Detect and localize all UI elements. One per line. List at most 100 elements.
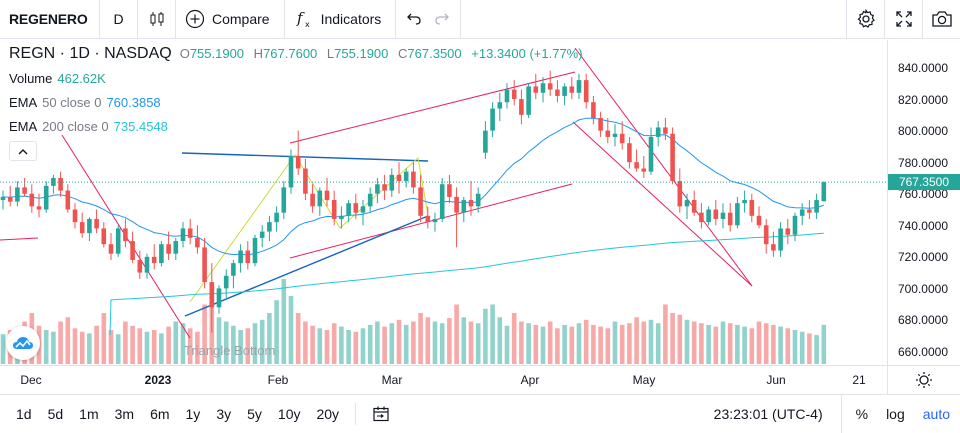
- time-tick: 2023: [144, 373, 172, 387]
- volume-bar: [706, 324, 711, 364]
- calendar-icon: [373, 406, 389, 422]
- candle-body: [245, 250, 251, 264]
- symbol-search[interactable]: REGENERO: [0, 0, 100, 39]
- percent-scale-button[interactable]: %: [855, 406, 869, 422]
- snapshot-button[interactable]: [922, 0, 960, 39]
- range-1d-button[interactable]: 1d: [16, 406, 32, 422]
- candle: [87, 217, 92, 242]
- candle: [677, 168, 683, 213]
- plus-circle-icon: [185, 9, 205, 29]
- candle: [353, 193, 359, 219]
- candle-body: [274, 212, 279, 223]
- candle: [180, 222, 186, 248]
- price-tick: 840.0000: [897, 60, 948, 75]
- candle-body: [310, 193, 315, 207]
- settings-button[interactable]: [846, 0, 884, 39]
- go-to-date-button[interactable]: [364, 402, 398, 426]
- candle-body: [569, 86, 575, 93]
- candle: [295, 130, 301, 175]
- candle: [468, 181, 474, 216]
- volume-bar: [461, 317, 467, 364]
- volume-bar: [79, 331, 85, 364]
- time-axis[interactable]: Dec 2023 Feb Mar Apr May Jun 21: [0, 365, 960, 394]
- interval-button[interactable]: D: [100, 0, 138, 39]
- price-axis[interactable]: 840.0000 820.0000 800.0000 780.0000 760.…: [887, 40, 960, 365]
- candle: [807, 200, 812, 219]
- svg-text:x: x: [305, 20, 310, 29]
- compare-button[interactable]: Compare: [176, 0, 285, 39]
- volume-bar: [497, 317, 503, 364]
- candle: [389, 168, 395, 197]
- fullscreen-button[interactable]: [884, 0, 922, 39]
- range-20y-button[interactable]: 20y: [316, 406, 340, 422]
- log-scale-button[interactable]: log: [886, 406, 905, 422]
- candle: [65, 184, 71, 213]
- range-6m-button[interactable]: 6m: [150, 406, 170, 422]
- candle-body: [591, 102, 596, 118]
- candle-body: [231, 263, 236, 276]
- legend-collapse-button[interactable]: [9, 141, 37, 161]
- volume-bar: [778, 326, 783, 364]
- candle: [281, 181, 287, 219]
- candle: [259, 225, 265, 248]
- volume-bar: [519, 321, 524, 364]
- ohlc-close-value: 767.3500: [407, 46, 462, 61]
- price-tick: 700.0000: [897, 281, 948, 296]
- auto-scale-button[interactable]: auto: [922, 406, 950, 422]
- candle: [130, 231, 135, 264]
- range-1m-button[interactable]: 1m: [79, 406, 99, 422]
- range-1y-button[interactable]: 1y: [185, 406, 201, 422]
- candle: [108, 233, 114, 260]
- candle: [591, 95, 596, 125]
- axis-settings-button[interactable]: [887, 366, 960, 394]
- volume-bar: [727, 323, 733, 364]
- indicators-button[interactable]: f x Indicators: [285, 0, 397, 39]
- volume-bar: [115, 334, 121, 364]
- volume-bar: [439, 323, 445, 364]
- volume-layer: [0, 279, 827, 364]
- candle-body: [612, 133, 618, 137]
- volume-bar: [65, 317, 71, 364]
- time-tick: May: [632, 373, 656, 387]
- candle: [756, 206, 762, 229]
- candle: [814, 193, 819, 219]
- candle: [778, 222, 783, 257]
- range-3y-button[interactable]: 3y: [216, 406, 232, 422]
- candle: [324, 177, 330, 207]
- candle: [425, 206, 431, 229]
- volume-bar: [202, 304, 207, 364]
- range-10y-button[interactable]: 10y: [277, 406, 301, 422]
- volume-bar: [396, 319, 402, 364]
- volume-bar: [483, 308, 488, 364]
- ema200-name: EMA: [9, 119, 38, 134]
- candle-body: [209, 282, 215, 308]
- undo-icon[interactable]: [406, 11, 422, 27]
- chart-type-button[interactable]: [138, 0, 176, 39]
- legend-volume[interactable]: Volume 462.62K: [9, 70, 589, 87]
- range-5y-button[interactable]: 5y: [247, 406, 262, 422]
- ema200-params: 200 close 0: [42, 119, 109, 134]
- volume-bar: [756, 321, 762, 364]
- volume-bar: [684, 319, 690, 364]
- tradingview-logo[interactable]: [6, 326, 40, 360]
- sun-settings-icon: [916, 372, 932, 388]
- candle: [411, 162, 416, 194]
- symbol-title[interactable]: REGN · 1D · NASDAQ: [9, 45, 172, 62]
- candle-body: [475, 193, 481, 207]
- candle-body: [634, 162, 639, 169]
- volume-value: 462.62K: [57, 71, 106, 86]
- candle-body: [339, 215, 344, 219]
- price-chart-pane[interactable]: [0, 40, 887, 365]
- range-3m-button[interactable]: 3m: [114, 406, 135, 422]
- candle-body: [0, 196, 6, 201]
- candle: [223, 269, 229, 298]
- timezone-clock[interactable]: 23:23:01 (UTC-4): [714, 394, 842, 433]
- date-range-group: 1d 5d 1m 3m 6m 1y 3y 5y 10y 20y: [0, 402, 347, 426]
- candle: [7, 185, 13, 207]
- volume-bar: [583, 319, 589, 364]
- legend-ema50[interactable]: EMA 50 close 0 760.3858: [9, 94, 589, 111]
- redo-icon[interactable]: [434, 11, 450, 27]
- legend-ema200[interactable]: EMA 200 close 0 735.4548: [9, 118, 589, 135]
- candle-body: [411, 171, 416, 188]
- range-5d-button[interactable]: 5d: [47, 406, 64, 422]
